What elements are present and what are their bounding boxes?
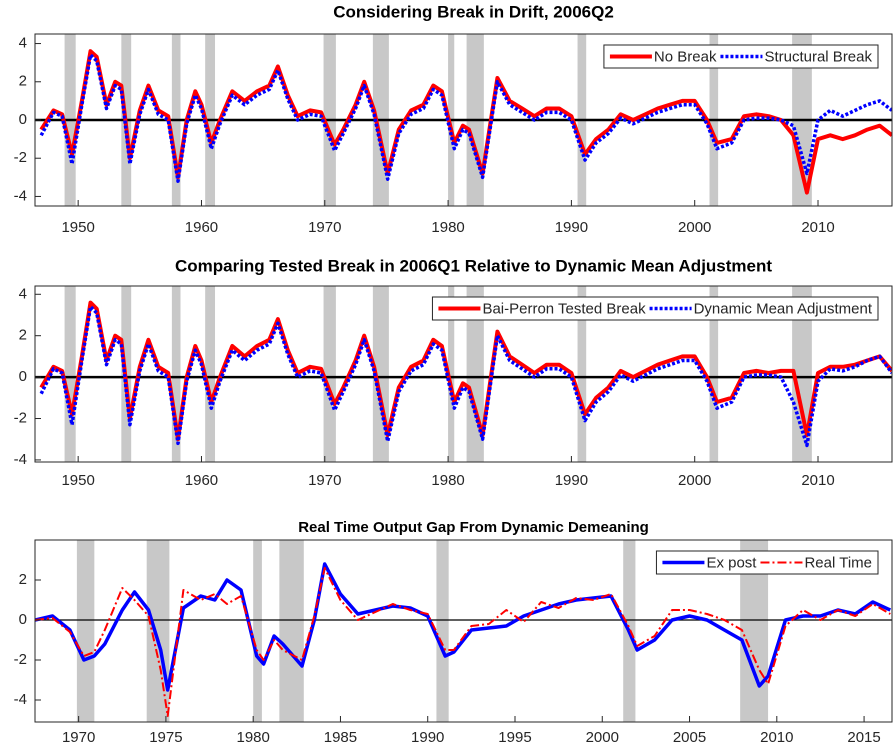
recession-band — [205, 286, 216, 462]
recession-band — [323, 286, 336, 462]
y-tick-label: 0 — [19, 368, 27, 385]
x-tick-label: 2010 — [760, 729, 793, 746]
x-tick-label: 2010 — [801, 219, 834, 236]
legend-label: Real Time — [804, 554, 872, 571]
x-tick-label: 1960 — [185, 472, 218, 489]
plot-content — [35, 540, 892, 722]
y-tick-label: 4 — [19, 285, 27, 302]
x-tick-label: 2010 — [801, 472, 834, 489]
legend-label: No Break — [654, 48, 717, 65]
y-tick-label: 0 — [19, 611, 27, 628]
x-tick-label: 1980 — [431, 472, 464, 489]
y-tick-label: 2 — [19, 571, 27, 588]
y-tick-label: 2 — [19, 73, 27, 90]
panel: Comparing Tested Break in 2006Q1 Relativ… — [14, 256, 893, 489]
legend-label: Ex post — [706, 554, 757, 571]
x-tick-label: 1995 — [498, 729, 531, 746]
chart-title: Comparing Tested Break in 2006Q1 Relativ… — [175, 256, 772, 275]
recession-band — [171, 286, 181, 462]
recession-band — [64, 286, 76, 462]
recession-band — [577, 286, 587, 462]
x-tick-label: 1950 — [61, 219, 94, 236]
x-tick-label: 1980 — [236, 729, 269, 746]
recession-band — [253, 540, 262, 722]
y-tick-label: 2 — [19, 327, 27, 344]
panel: Real Time Output Gap From Dynamic Demean… — [14, 519, 893, 746]
x-tick-label: 1975 — [149, 729, 182, 746]
recession-band — [146, 540, 170, 722]
recession-band — [448, 286, 455, 462]
recession-band — [436, 540, 449, 722]
x-tick-label: 2000 — [586, 729, 619, 746]
x-tick-label: 2000 — [678, 219, 711, 236]
plot-frame — [34, 539, 893, 723]
legend: No Break Structural Break — [603, 44, 879, 69]
x-tick-label: 1960 — [185, 219, 218, 236]
y-tick-label: 0 — [19, 111, 27, 128]
chart-title: Considering Break in Drift, 2006Q2 — [333, 2, 614, 21]
legend: Ex post Real Time — [655, 550, 879, 575]
x-tick-label: 1950 — [61, 472, 94, 489]
y-tick-label: -2 — [14, 651, 27, 668]
x-tick-label: 1980 — [431, 219, 464, 236]
y-tick-label: -4 — [14, 691, 27, 708]
series-line — [35, 562, 892, 692]
series-line — [39, 304, 892, 448]
x-tick-label: 1970 — [308, 219, 341, 236]
x-tick-label: 1990 — [555, 472, 588, 489]
legend-label: Structural Break — [764, 48, 872, 65]
legend-label: Dynamic Mean Adjustment — [694, 300, 873, 317]
panel: Considering Break in Drift, 2006Q2 -4 -2 0 2… — [14, 2, 893, 236]
y-tick-label: -4 — [14, 187, 27, 204]
x-tick-label: 2015 — [847, 729, 880, 746]
x-tick-label: 1990 — [555, 219, 588, 236]
series-line — [39, 49, 892, 195]
plot-content — [35, 34, 892, 206]
series-line — [35, 567, 891, 717]
series-line — [39, 53, 892, 183]
y-tick-label: -2 — [14, 149, 27, 166]
chart-title: Real Time Output Gap From Dynamic Demean… — [298, 519, 649, 536]
plot-frame — [34, 285, 893, 463]
recession-band — [76, 540, 95, 722]
legend: Bai-Perron Tested Break Dynamic Mean Adju… — [431, 296, 879, 321]
series-line — [39, 300, 892, 442]
recession-band — [709, 286, 719, 462]
legend-label: Bai-Perron Tested Break — [482, 300, 646, 317]
x-tick-label: 1970 — [308, 472, 341, 489]
y-tick-label: -2 — [14, 409, 27, 426]
x-tick-label: 1985 — [324, 729, 357, 746]
recession-band — [279, 540, 304, 722]
x-tick-label: 1970 — [62, 729, 95, 746]
x-tick-label: 1990 — [411, 729, 444, 746]
x-tick-label: 2000 — [678, 472, 711, 489]
y-tick-label: -4 — [14, 451, 27, 468]
plot-content — [35, 286, 892, 462]
x-tick-label: 2005 — [673, 729, 706, 746]
y-tick-label: 4 — [19, 35, 27, 52]
